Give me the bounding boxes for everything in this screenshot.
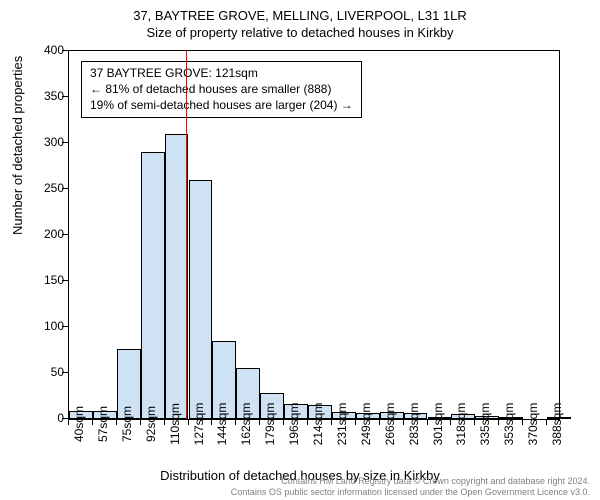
annotation-line-3: 19% of semi-detached houses are larger (…	[90, 97, 353, 113]
x-tick-mark	[211, 419, 212, 425]
y-tick-mark	[62, 326, 68, 327]
x-tick-label: 127sqm	[192, 403, 206, 446]
x-tick-mark	[498, 419, 499, 425]
footer-line-2: Contains OS public sector information li…	[231, 487, 590, 498]
annotation-line-2: ← 81% of detached houses are smaller (88…	[90, 81, 353, 97]
x-tick-label: 110sqm	[168, 403, 182, 445]
x-tick-mark	[116, 419, 117, 425]
y-tick-label: 150	[44, 273, 64, 287]
chart-plot-area: 37 BAYTREE GROVE: 121sqm ← 81% of detach…	[68, 50, 560, 420]
y-axis-label: Number of detached properties	[10, 56, 25, 235]
y-tick-mark	[62, 96, 68, 97]
y-tick-mark	[62, 280, 68, 281]
x-tick-label: 144sqm	[215, 403, 229, 446]
x-tick-mark	[355, 419, 356, 425]
reference-line	[186, 51, 187, 419]
x-tick-mark	[379, 419, 380, 425]
x-tick-label: 196sqm	[287, 403, 301, 446]
x-tick-mark	[546, 419, 547, 425]
y-tick-mark	[62, 372, 68, 373]
x-tick-label: 214sqm	[311, 403, 325, 446]
histogram-bar	[189, 180, 213, 419]
title-line-2: Size of property relative to detached ho…	[0, 25, 600, 40]
x-tick-mark	[522, 419, 523, 425]
x-tick-label: 92sqm	[144, 406, 158, 442]
x-tick-label: 266sqm	[383, 403, 397, 446]
x-tick-label: 283sqm	[407, 403, 421, 446]
x-tick-label: 370sqm	[526, 403, 540, 446]
x-tick-label: 388sqm	[550, 403, 564, 446]
y-tick-mark	[62, 142, 68, 143]
x-tick-mark	[68, 419, 69, 425]
annotation-box: 37 BAYTREE GROVE: 121sqm ← 81% of detach…	[81, 61, 362, 118]
x-tick-label: 353sqm	[502, 403, 516, 446]
x-tick-mark	[188, 419, 189, 425]
x-tick-label: 318sqm	[454, 403, 468, 446]
y-tick-label: 200	[44, 227, 64, 241]
annotation-line-1: 37 BAYTREE GROVE: 121sqm	[90, 65, 353, 81]
x-tick-mark	[235, 419, 236, 425]
x-tick-label: 249sqm	[359, 403, 373, 446]
x-tick-mark	[92, 419, 93, 425]
y-tick-label: 400	[44, 43, 64, 57]
footer-line-1: Contains HM Land Registry data © Crown c…	[231, 476, 590, 487]
x-tick-label: 40sqm	[72, 406, 86, 442]
footer-attribution: Contains HM Land Registry data © Crown c…	[231, 476, 590, 498]
y-tick-label: 300	[44, 135, 64, 149]
x-tick-label: 335sqm	[478, 403, 492, 446]
x-tick-label: 162sqm	[239, 403, 253, 446]
x-tick-mark	[331, 419, 332, 425]
x-tick-mark	[283, 419, 284, 425]
x-tick-mark	[403, 419, 404, 425]
x-tick-label: 231sqm	[335, 403, 349, 446]
y-tick-label: 350	[44, 89, 64, 103]
x-tick-mark	[307, 419, 308, 425]
x-tick-label: 75sqm	[120, 406, 134, 442]
histogram-bar	[165, 134, 189, 419]
x-tick-mark	[450, 419, 451, 425]
y-tick-label: 100	[44, 319, 64, 333]
x-tick-mark	[474, 419, 475, 425]
title-line-1: 37, BAYTREE GROVE, MELLING, LIVERPOOL, L…	[0, 8, 600, 23]
x-tick-mark	[259, 419, 260, 425]
y-tick-mark	[62, 234, 68, 235]
x-tick-mark	[140, 419, 141, 425]
x-tick-mark	[164, 419, 165, 425]
y-tick-mark	[62, 188, 68, 189]
x-tick-mark	[427, 419, 428, 425]
x-tick-label: 57sqm	[96, 406, 110, 442]
x-tick-label: 179sqm	[263, 403, 277, 446]
x-tick-label: 301sqm	[431, 403, 445, 446]
y-tick-label: 250	[44, 181, 64, 195]
histogram-bar	[141, 152, 165, 419]
y-tick-mark	[62, 50, 68, 51]
